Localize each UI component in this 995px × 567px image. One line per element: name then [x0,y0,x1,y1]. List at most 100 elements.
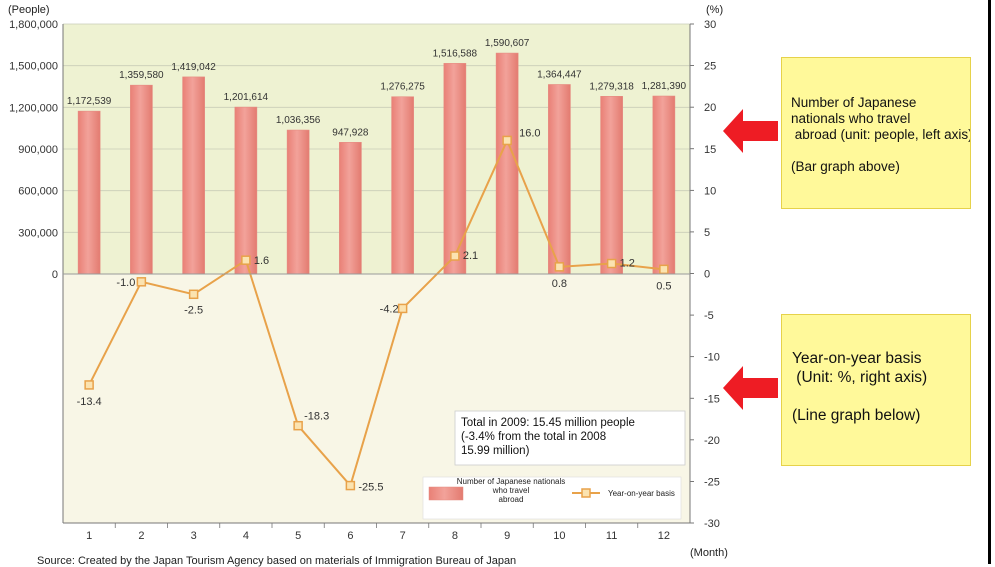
total-annotation-text: Total in 2009: 15.45 million people [461,417,635,429]
x-tick-label: 9 [504,530,510,542]
legend-bar-swatch [428,486,464,501]
bar-value-label: 1,516,588 [433,48,478,59]
yoy-marker [84,380,94,390]
yoy-value-label: 0.8 [552,278,567,290]
yoy-value-label: -4.2 [380,303,399,315]
bar [652,95,676,275]
bar-callout-arrow [723,109,778,153]
legend-line-marker [581,488,591,498]
left-axis-unit: (People) [8,4,50,16]
bar-value-label: 1,279,318 [589,81,634,92]
x-tick-label: 8 [452,530,458,542]
yoy-value-label: 1.2 [620,258,635,270]
legend-box [422,476,682,520]
bar-value-label: 1,036,356 [276,115,321,126]
bar-value-label: 1,172,539 [67,96,112,107]
legend-line-label: Year-on-year basis [608,489,675,498]
yoy-marker [293,420,303,431]
right-tick-label: 5 [704,227,710,239]
bar-value-label: 947,928 [332,127,369,138]
bar-value-label: 1,419,042 [171,62,216,73]
left-tick-label: 1,200,000 [9,102,58,114]
line-callout-arrow [723,366,778,410]
x-tick-label: 12 [658,530,670,542]
yoy-marker [450,251,460,261]
bar [495,52,519,275]
source-note: Source: Created by the Japan Tourism Age… [37,555,517,567]
x-tick-label: 10 [553,530,565,542]
yoy-marker [554,262,565,272]
bar [286,129,310,275]
x-tick-label: 1 [86,530,92,542]
yoy-value-label: -18.3 [304,411,329,423]
bar [443,63,467,275]
total-annotation-text: (-3.4% from the total in 2008 [461,431,606,443]
yoy-value-label: 2.1 [463,250,478,262]
total-annotation-box [454,410,686,466]
right-tick-label: 30 [704,19,716,31]
x-tick-label: 2 [138,530,144,542]
bar-explanation-callout: Number of Japanese nationals who travel … [781,57,971,209]
bar-value-label: 1,201,614 [224,92,269,103]
right-tick-label: 25 [704,61,716,73]
left-tick-label: 900,000 [18,144,58,156]
legend-bar-label: who travel [492,486,530,495]
bar [391,96,414,275]
right-border-rule [988,0,991,564]
yoy-marker [241,255,251,265]
right-tick-label: -5 [704,310,714,322]
left-tick-label: 1,500,000 [9,61,58,73]
bar [548,84,571,275]
right-tick-label: 0 [704,269,710,281]
bar [182,76,205,275]
bar [77,110,101,275]
bar [130,84,153,275]
x-tick-label: 4 [243,530,249,542]
right-tick-label: -25 [704,476,720,488]
bar-value-label: 1,364,447 [537,69,582,80]
right-tick-label: 20 [704,102,716,114]
x-tick-label: 11 [606,530,617,542]
bar-value-label: 1,590,607 [485,38,530,49]
line-explanation-callout: Year-on-year basis (Unit: %, right axis)… [781,314,971,466]
yoy-value-label: 1.6 [254,255,269,267]
right-tick-label: -20 [704,435,720,447]
x-tick-label: 3 [191,530,197,542]
yoy-value-label: -25.5 [358,482,383,494]
yoy-marker [659,264,669,275]
x-tick-label: 5 [295,530,301,542]
legend-bar-label: abroad [499,495,524,504]
right-tick-label: -10 [704,352,720,364]
yoy-value-label: 16.0 [519,127,540,139]
left-tick-label: 1,800,000 [9,19,58,31]
bar-value-label: 1,281,390 [642,81,687,92]
yoy-marker [136,277,147,287]
yoy-value-label: -13.4 [77,396,102,408]
bar [339,142,362,275]
yoy-marker [606,258,617,269]
bar-value-label: 1,359,580 [119,70,164,81]
x-axis-unit: (Month) [690,547,728,559]
left-tick-label: 0 [52,269,58,281]
yoy-value-label: -1.0 [116,277,135,289]
bar [234,106,258,275]
yoy-line [88,137,664,488]
right-tick-label: 10 [704,185,716,197]
left-tick-label: 600,000 [18,186,58,198]
yoy-value-label: -2.5 [184,304,203,316]
x-tick-label: 7 [400,530,406,542]
right-tick-label: -30 [704,518,720,530]
yoy-marker [502,135,512,146]
yoy-marker [188,289,199,300]
bar [600,96,623,275]
left-tick-label: 300,000 [18,227,58,239]
right-tick-label: 15 [704,144,716,156]
bar-value-label: 1,276,275 [380,82,425,93]
total-annotation-text: 15.99 million) [461,445,530,457]
yoy-value-label: 0.5 [656,280,671,292]
legend-bar-label: Number of Japanese nationals [457,477,566,486]
right-tick-label: -15 [704,393,720,405]
x-tick-label: 6 [347,530,353,542]
yoy-marker [397,303,408,314]
